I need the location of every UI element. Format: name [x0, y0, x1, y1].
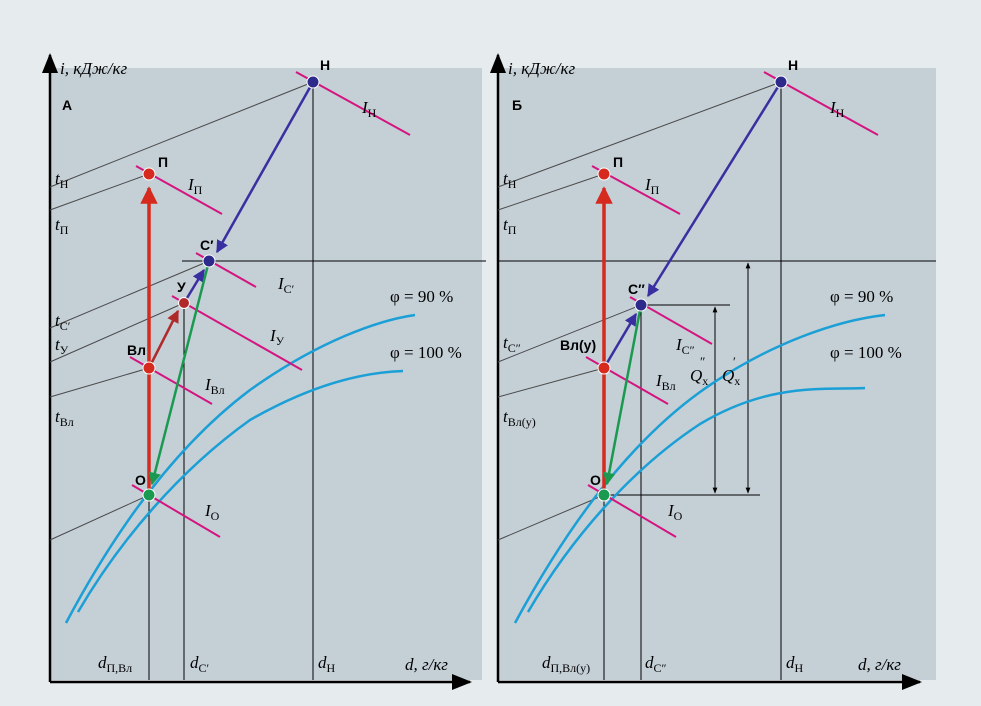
panel-a-background [50, 68, 482, 680]
panel-b-q2-primes: ″ [700, 354, 705, 369]
panel-a-x-axis-label: d, г/кг [405, 655, 448, 674]
panel-a-point-c-label: С′ [200, 237, 214, 253]
panel-b-arrow-n-c [646, 81, 783, 298]
panel-b-y-axis-label: i, кДж/кг [508, 59, 575, 78]
panel-b-phi100-label: φ = 100 % [830, 343, 902, 362]
panel-a-enthalpy-u [171, 295, 303, 371]
panel-a-phi90-curve [64, 313, 416, 624]
panel-a-phi100-label: φ = 100 % [390, 343, 462, 362]
panel-b-point-o [597, 488, 611, 502]
panel-a-phi100-curve [76, 369, 404, 613]
panel-b-point-o-label: О [590, 472, 601, 488]
panel-a-phi90-label: φ = 90 % [390, 287, 453, 306]
panel-b-q1-prime: ′ [733, 354, 736, 369]
panel-a-point-u-label: У [177, 279, 186, 295]
panel-b-isotherm-c [497, 304, 642, 363]
panel-b-point-p-label: П [613, 154, 623, 170]
panel-a-point-o [142, 488, 156, 502]
panel-a-arrow-n-c [215, 81, 315, 254]
panel-b-phi90-curve [513, 313, 886, 624]
panel-a: i, кДж/кг А d, г/кг φ = 90 % φ = 100 % Н… [42, 53, 486, 690]
panel-b-background [498, 68, 936, 680]
panel-a-y-axis-label: i, кДж/кг [60, 59, 127, 78]
panel-b-arrow-vl-c [602, 312, 638, 369]
panel-b-point-n [774, 75, 788, 89]
panel-b-point-p [597, 167, 611, 181]
panel-b-point-c-label: С″ [628, 281, 645, 297]
panel-b-isotherm-vl [497, 367, 605, 398]
panel-b: i, кДж/кг Б d, г/кг φ = 90 % φ = 100 % Н… [490, 53, 936, 690]
panel-a-isotherm-vl [49, 367, 150, 398]
panel-a-point-u [178, 297, 190, 309]
panel-a-isotherm-p [49, 173, 150, 211]
panel-a-point-vl-label: Вл [127, 342, 146, 358]
panel-b-isotherm-o [497, 494, 605, 541]
panel-a-arrow-vl-u [147, 309, 180, 369]
panel-b-arrow-c-o [602, 304, 643, 486]
panel-a-isotherm-o [49, 494, 150, 541]
panel-a-point-vl [142, 361, 156, 375]
panel-a-point-c [202, 254, 216, 268]
panel-b-label: Б [512, 97, 522, 113]
panel-b-point-c [634, 298, 648, 312]
panel-a-point-p-label: П [158, 154, 168, 170]
panel-a-point-n [306, 75, 320, 89]
panel-b-point-vl-label: Вл(у) [560, 337, 596, 353]
panel-b-x-axis-label: d, г/кг [858, 655, 901, 674]
panel-b-phi90-label: φ = 90 % [830, 287, 893, 306]
panel-a-isotherm-c [49, 260, 210, 329]
panel-b-point-vl [597, 361, 611, 375]
panel-a-point-n-label: Н [320, 57, 330, 73]
panel-a-point-p [142, 167, 156, 181]
panel-b-point-n-label: Н [788, 57, 798, 73]
panel-b-isotherm-n [497, 81, 782, 188]
panel-a-isotherm-n [49, 81, 314, 188]
panel-a-point-o-label: О [135, 472, 146, 488]
panel-b-phi100-curve [526, 386, 866, 613]
panel-a-isotherm-u [49, 302, 185, 363]
panel-b-isotherm-p [497, 173, 605, 211]
panel-a-arrow-u-c [182, 268, 206, 304]
panel-a-label: А [62, 97, 72, 113]
panel-a-arrow-c-o [148, 260, 211, 486]
